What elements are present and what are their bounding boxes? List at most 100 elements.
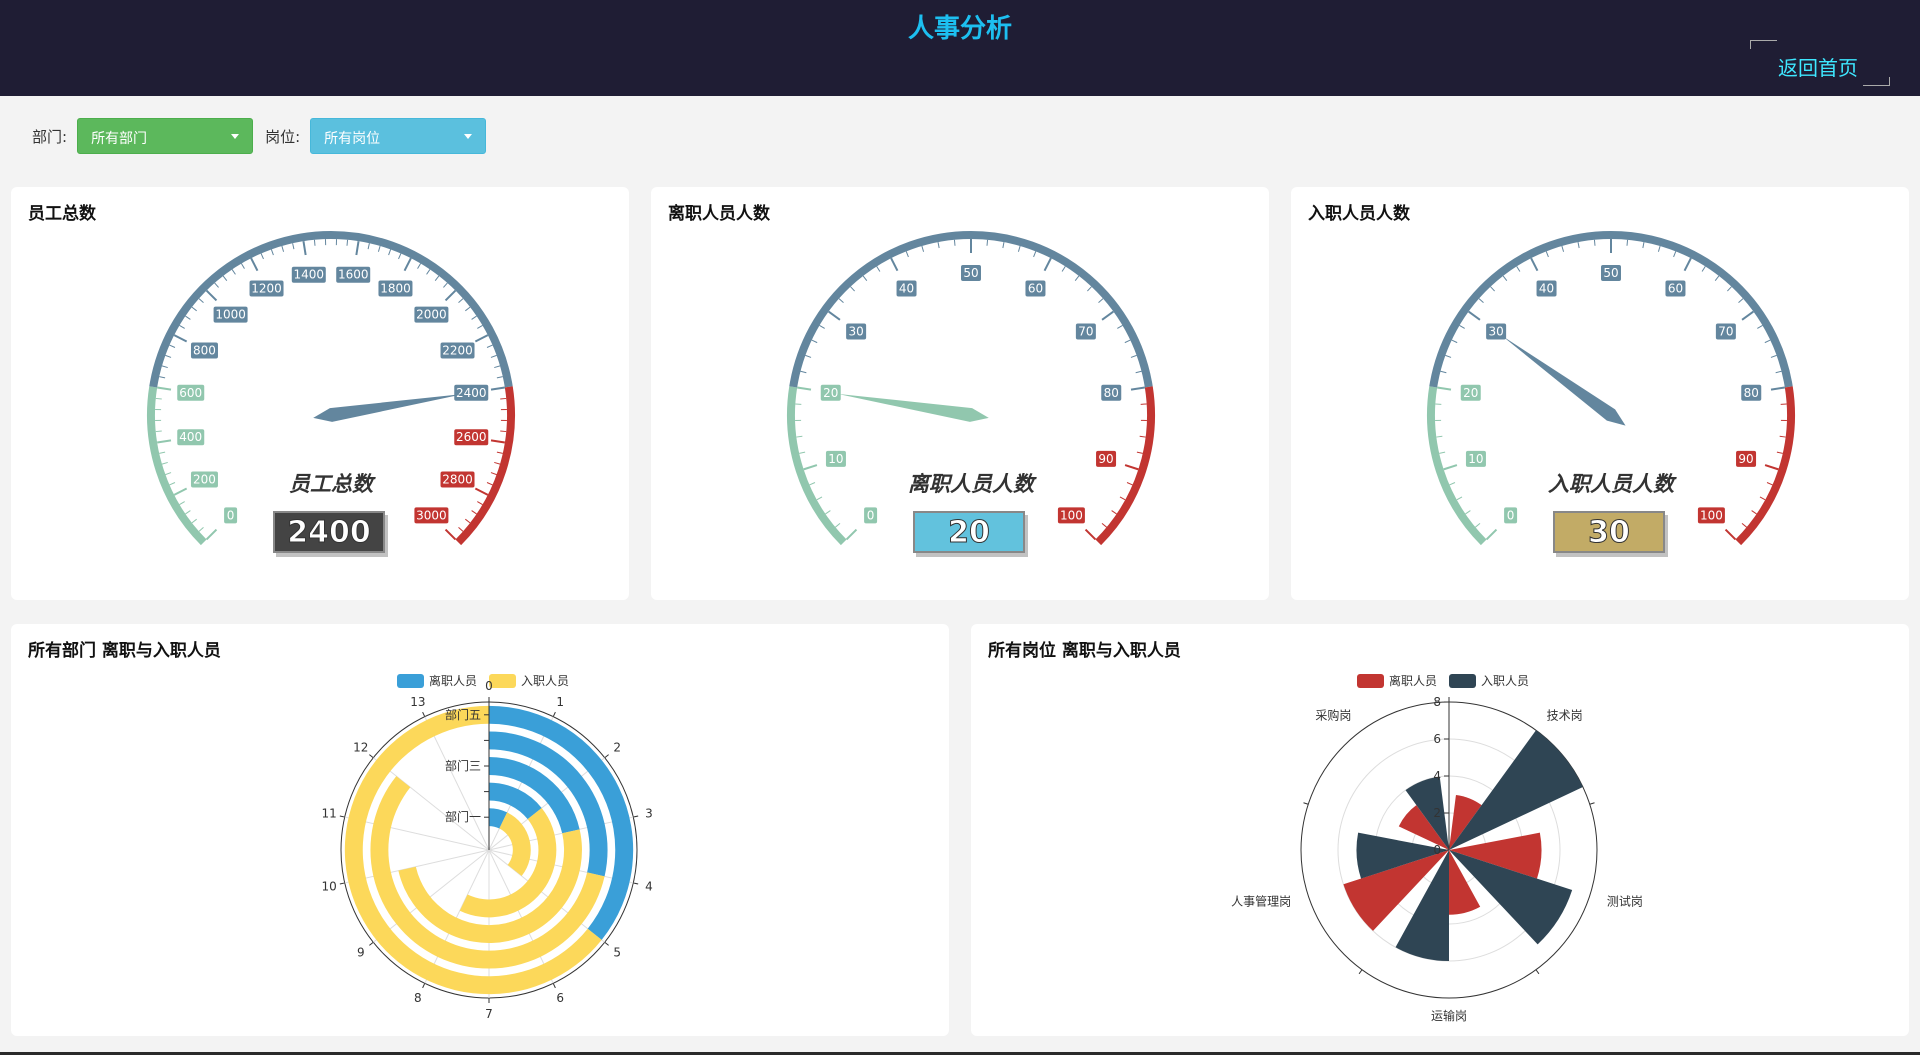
gauge-minor-tick <box>388 249 392 256</box>
caret-down-icon <box>464 134 473 139</box>
gauge-minor-tick <box>377 245 381 252</box>
gauge-major-tick <box>490 439 505 444</box>
gauge-tick-label-bg <box>1665 280 1686 297</box>
gauge-minor-tick <box>1124 339 1131 344</box>
bar-resigned <box>489 757 580 834</box>
gauge-tick-label: 1600 <box>338 268 369 282</box>
corner-bracket-top-left <box>1750 40 1777 49</box>
gauge-tick-label-bg <box>1460 384 1481 401</box>
bar-resigned <box>489 782 542 820</box>
back-home-label: 返回首页 <box>1778 56 1858 80</box>
position-chart-title: 所有岗位 离职与入职人员 <box>988 641 1181 661</box>
gauge-minor-tick <box>1061 266 1066 272</box>
gauge-minor-tick <box>155 430 162 433</box>
gauge-tick-label: 60 <box>1028 281 1043 295</box>
angle-axis-tick <box>369 941 374 946</box>
department-select[interactable]: 所有部门 <box>77 118 254 154</box>
angle-axis-label: 11 <box>321 807 336 821</box>
gauge-minor-tick <box>1136 451 1143 454</box>
angle-axis-label: 运输岗 <box>1431 1008 1467 1023</box>
gauge-minor-tick <box>799 451 806 454</box>
gauge-minor-tick <box>835 522 841 528</box>
gauge-minor-tick <box>905 251 909 258</box>
gauge-minor-tick <box>1465 510 1471 515</box>
gauge-tick-label: 2400 <box>456 386 487 400</box>
bar-hired <box>1405 776 1449 850</box>
gauge-minor-tick <box>477 501 483 506</box>
gauge-tick-label: 2000 <box>416 308 447 322</box>
gauge-pointer <box>1501 335 1626 426</box>
gauge-axis-segment <box>1095 386 1155 546</box>
angle-axis-tick <box>552 983 556 989</box>
gauge-tick-label-bg <box>825 450 846 467</box>
gauge-tick-label-bg <box>454 429 489 446</box>
gauge-tick-label: 70 <box>1718 325 1733 339</box>
gauge-minor-tick <box>809 482 816 486</box>
legend-item-hired[interactable]: 入职人员 <box>1449 672 1529 689</box>
gauge-minor-tick <box>825 510 831 515</box>
gauge-tick-label-bg <box>1465 450 1486 467</box>
gauge-minor-tick <box>1759 496 1766 501</box>
gauge-tick-label: 20 <box>1463 386 1478 400</box>
gauge-minor-tick <box>921 245 925 252</box>
gauge-tick-label: 3000 <box>416 508 447 522</box>
angle-axis-label: 7 <box>485 1007 493 1021</box>
dept-chart-card: 所有部门 离职与入职人员 离职人员 入职人员 0 1 2 3 4 5 6 7 8 9 10 11 12 1… <box>11 624 949 1036</box>
gauge-minor-tick <box>1738 298 1744 303</box>
gauge-major-tick <box>403 257 412 272</box>
gauge-minor-tick <box>805 354 812 358</box>
gauge-major-tick <box>355 241 360 256</box>
legend-item-hired[interactable]: 入职人员 <box>489 672 569 689</box>
gauge-minor-tick <box>281 245 285 252</box>
gauge-minor-tick <box>179 501 185 506</box>
gauge-card-title: 员工总数 <box>28 204 96 224</box>
page-title: 人事分析 <box>907 14 1012 44</box>
legend-swatch <box>397 673 424 688</box>
gauge-minor-tick <box>1775 370 1782 374</box>
gauge-minor-tick <box>477 324 483 329</box>
gauge-tick-label-bg <box>1741 384 1762 401</box>
gauge-minor-tick <box>159 451 166 454</box>
gauge-minor-tick <box>1087 286 1092 292</box>
gauge-minor-tick <box>1727 286 1732 292</box>
legend-item-resigned[interactable]: 离职人员 <box>1357 672 1437 689</box>
gauge-minor-tick <box>494 461 501 465</box>
gauge-tick-label: 20 <box>823 386 838 400</box>
gauge-minor-tick <box>270 249 274 256</box>
gauge-minor-tick <box>169 482 176 486</box>
gauge-minor-tick <box>161 461 168 465</box>
gauge-minor-tick <box>1516 266 1521 272</box>
gauge-minor-tick <box>1017 245 1021 252</box>
gauge-minor-tick <box>838 298 844 303</box>
radius-axis-label: 部门三 <box>445 758 481 773</box>
angle-axis-tick <box>633 815 639 818</box>
gauge-minor-tick <box>1451 339 1458 344</box>
gauge-minor-tick <box>161 365 168 369</box>
angle-axis-label: 技术岗 <box>1547 709 1583 723</box>
gauge-minor-tick <box>1502 275 1508 281</box>
angle-split-line <box>424 849 490 984</box>
gauge-tick-label-bg <box>224 507 238 524</box>
gauge-minor-tick <box>1033 251 1037 258</box>
gauge-tick-label-bg <box>1101 384 1122 401</box>
gauge-minor-tick <box>862 275 868 281</box>
gauge-major-tick <box>490 386 505 391</box>
gauge-tick-label-bg <box>440 342 475 359</box>
bar-resigned <box>489 808 508 829</box>
gauge-tick-label-bg <box>454 384 489 401</box>
legend-item-resigned[interactable]: 离职人员 <box>397 672 477 689</box>
gauge-tick-label-bg <box>1025 280 1046 297</box>
position-select[interactable]: 所有岗位 <box>310 118 487 154</box>
gauge-major-tick <box>1084 528 1097 541</box>
gauge-axis-segment <box>149 231 513 388</box>
gauge-tick-label-bg <box>291 266 326 283</box>
gauge-minor-tick <box>1764 339 1771 344</box>
angle-split-line <box>344 849 490 884</box>
back-home-button[interactable]: 返回首页 <box>1750 40 1890 86</box>
gauge-name: 离职人员人数 <box>908 472 1037 496</box>
gauge-minor-tick <box>458 527 464 532</box>
gauge-tick-label-bg <box>1504 507 1518 524</box>
angle-axis-label: 4 <box>645 879 653 893</box>
gauge-minor-tick <box>1776 451 1783 454</box>
